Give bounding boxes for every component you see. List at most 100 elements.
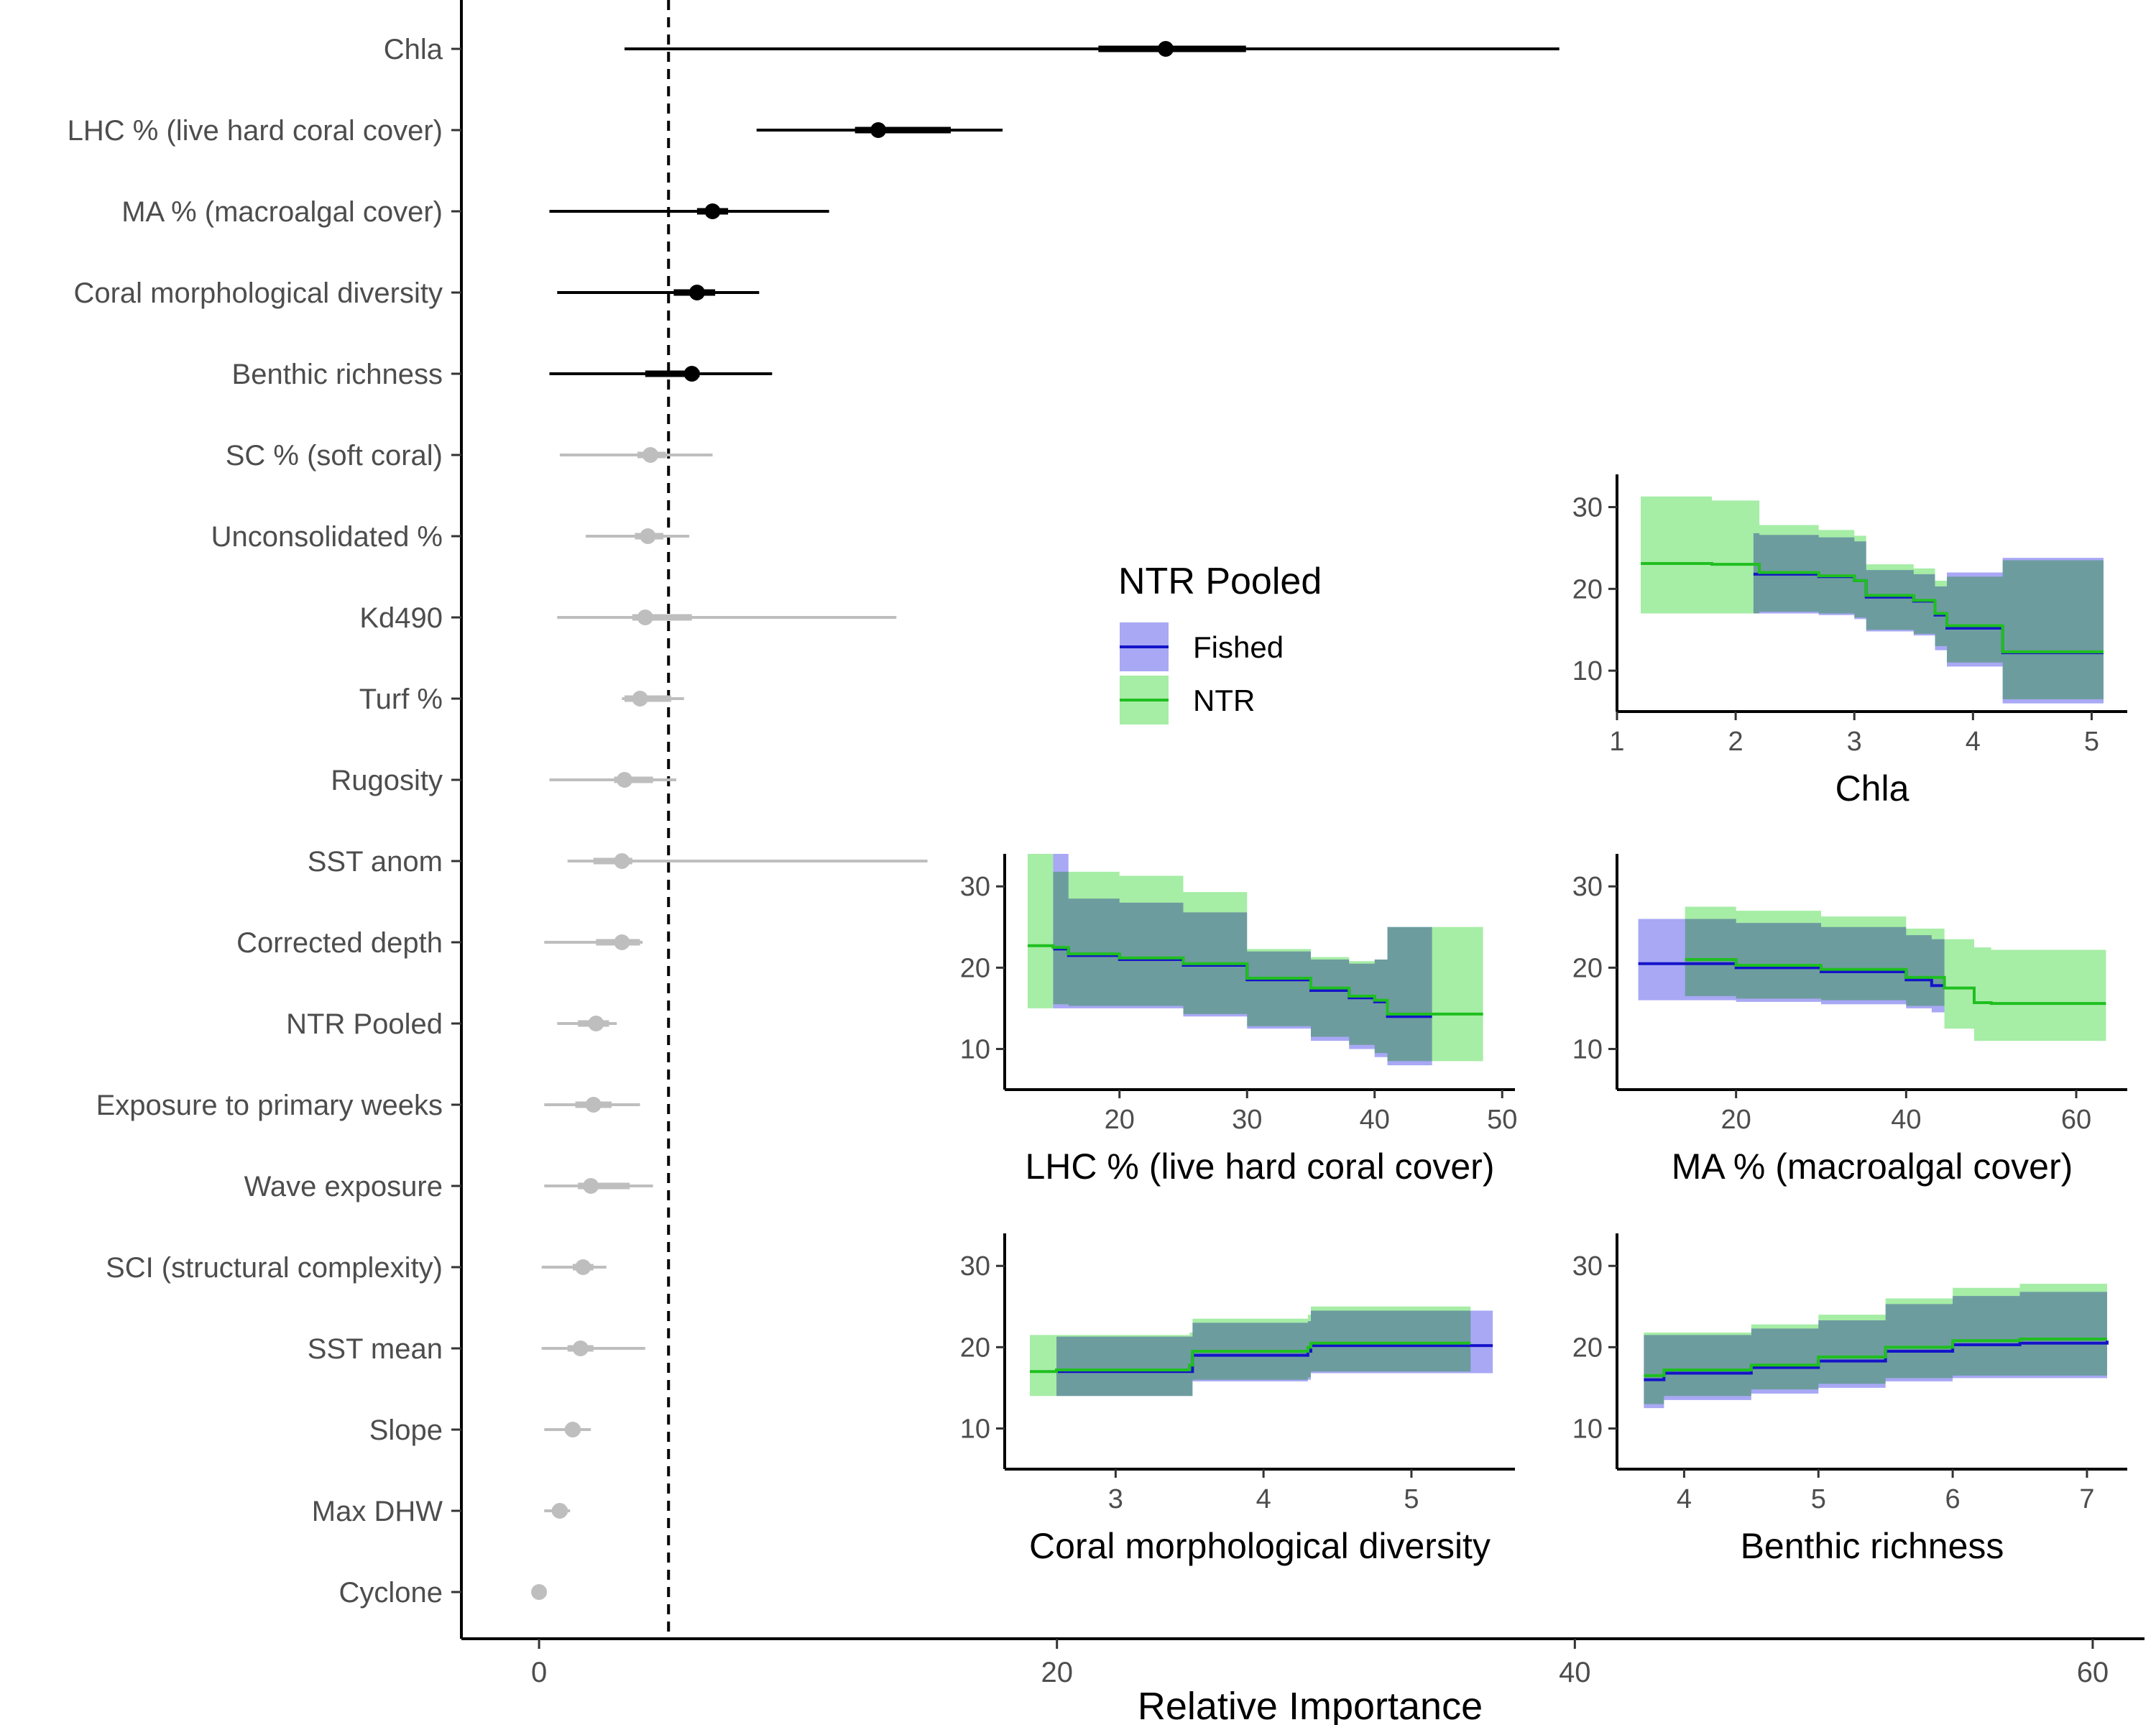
- x-axis-title: Relative Importance: [1138, 1685, 1483, 1725]
- ribbon-ntr: [1685, 906, 2106, 1041]
- median-point: [564, 1422, 581, 1438]
- x-tick-label: 60: [2077, 1657, 2109, 1688]
- median-point: [583, 1178, 599, 1194]
- inset-x-tick-label: 4: [1256, 1484, 1271, 1514]
- y-tick-label: Benthic richness: [232, 359, 443, 390]
- median-point: [572, 1340, 589, 1356]
- row-unconsolidated: Unconsolidated %: [211, 521, 690, 553]
- inset-x-title: LHC % (live hard coral cover): [1026, 1146, 1495, 1187]
- inset-x-title: MA % (macroalgal cover): [1672, 1146, 2073, 1187]
- inset-y-tick-label: 30: [1572, 1251, 1603, 1282]
- inset-x-tick-label: 60: [2061, 1105, 2091, 1135]
- inset-x-tick-label: 20: [1105, 1105, 1135, 1135]
- inset-x-tick-label: 3: [1847, 727, 1862, 757]
- legend-item-ntr: NTR: [1120, 676, 1255, 724]
- inset-x-tick-label: 7: [2079, 1484, 2094, 1514]
- row-lhc-live-hard-coral-cover: LHC % (live hard coral cover): [68, 115, 1003, 147]
- inset-x-tick-label: 4: [1966, 727, 1981, 757]
- inset-x-tick-label: 6: [1945, 1484, 1961, 1514]
- row-max-dhw: Max DHW: [312, 1496, 571, 1527]
- inset-x-tick-label: 50: [1487, 1105, 1517, 1135]
- line-ntr: [1685, 958, 2106, 1006]
- median-point: [688, 285, 705, 300]
- y-tick-label: SST anom: [308, 846, 443, 878]
- inset-x-tick-label: 1: [1609, 727, 1624, 757]
- line-fished: [1053, 947, 1432, 1018]
- line-fished: [1056, 1344, 1493, 1374]
- row-slope: Slope: [369, 1414, 591, 1446]
- row-benthic-richness: Benthic richness: [232, 359, 773, 390]
- inset-y-tick-label: 20: [1572, 574, 1603, 604]
- line-ntr: [1029, 1341, 1471, 1374]
- pdp-chla: 10 20 30 1 2 3 4 5 Chla: [1572, 474, 2127, 809]
- median-point: [531, 1584, 548, 1600]
- inset-y-tick-label: 30: [1572, 493, 1603, 523]
- median-point: [870, 122, 887, 138]
- y-tick-label: SST mean: [308, 1333, 443, 1365]
- inset-y-tick-label: 20: [960, 1333, 990, 1363]
- inset-y-tick-label: 10: [960, 1414, 990, 1444]
- pdp-lhc: 10 20 30 20 30 40 50 LHC % (live hard coral cov…: [960, 854, 1517, 1187]
- inset-y-tick-label: 20: [960, 953, 990, 983]
- y-tick-label: Wave exposure: [244, 1171, 443, 1202]
- line-ntr: [1641, 562, 2104, 653]
- row-ma-macroalgal-cover: MA % (macroalgal cover): [121, 196, 829, 228]
- inset-y-tick-label: 30: [960, 872, 990, 902]
- median-point: [575, 1259, 591, 1275]
- median-point: [632, 691, 648, 707]
- row-cyclone: Cyclone: [338, 1577, 548, 1609]
- inset-y-tick-label: 20: [1572, 1333, 1603, 1363]
- y-tick-label: Coral morphological diversity: [73, 277, 443, 309]
- median-point: [683, 366, 700, 382]
- inset-x-tick-label: 3: [1108, 1484, 1123, 1514]
- x-tick-label: 20: [1041, 1657, 1073, 1688]
- line-fished: [1644, 1340, 2109, 1381]
- y-tick-label: Turf %: [359, 684, 443, 715]
- importance-plot: 0 20 40 60 Relative Importance Chla LHC % (liv…: [68, 0, 2145, 1725]
- partial-dependence-insets: 10 20 30 1 2 3 4 5 Chla 10 20 30 20 30 40 50 LHC % (live…: [960, 474, 2127, 1566]
- inset-y-tick-label: 10: [1572, 1414, 1603, 1444]
- median-point: [551, 1503, 568, 1519]
- legend-title: NTR Pooled: [1118, 561, 1322, 602]
- line-ntr: [1027, 944, 1483, 1016]
- row-chla: Chla: [384, 34, 1560, 65]
- inset-x-tick-label: 40: [1891, 1105, 1921, 1135]
- y-tick-label: Exposure to primary weeks: [96, 1090, 443, 1121]
- inset-y-tick-label: 30: [1572, 872, 1603, 902]
- inset-x-tick-label: 5: [1404, 1484, 1419, 1514]
- inset-y-tick-label: 30: [960, 1251, 990, 1282]
- x-tick-label: 40: [1559, 1657, 1591, 1688]
- legend-label-ntr: NTR: [1193, 684, 1255, 717]
- y-tick-label: Cyclone: [338, 1577, 443, 1609]
- median-point: [637, 610, 653, 625]
- inset-y-tick-label: 10: [1572, 1034, 1603, 1064]
- row-sci-structural-complexity: SCI (structural complexity): [106, 1252, 607, 1284]
- inset-x-title: Benthic richness: [1741, 1526, 2004, 1566]
- median-point: [614, 934, 630, 950]
- y-tick-label: SC % (soft coral): [226, 440, 443, 472]
- row-turf: Turf %: [359, 684, 684, 715]
- row-wave-exposure: Wave exposure: [244, 1171, 653, 1202]
- row-sst-mean: SST mean: [308, 1333, 645, 1365]
- row-coral-morphological-diversity: Coral morphological diversity: [73, 277, 760, 309]
- row-exposure-to-primary-weeks: Exposure to primary weeks: [96, 1090, 640, 1121]
- y-tick-label: SCI (structural complexity): [106, 1252, 443, 1284]
- row-ntr-pooled: NTR Pooled: [286, 1008, 617, 1040]
- y-tick-label: Chla: [384, 34, 443, 65]
- legend-label-fished: Fished: [1193, 630, 1284, 664]
- inset-x-tick-label: 5: [1811, 1484, 1826, 1514]
- inset-x-tick-label: 40: [1360, 1105, 1390, 1135]
- y-tick-label: LHC % (live hard coral cover): [68, 115, 443, 147]
- y-tick-label: Unconsolidated %: [211, 521, 443, 553]
- inset-x-tick-label: 20: [1721, 1105, 1751, 1135]
- inset-y-tick-label: 10: [960, 1034, 990, 1064]
- median-point: [585, 1097, 602, 1113]
- row-kd490: Kd490: [359, 602, 897, 634]
- line-fished: [1638, 962, 1945, 988]
- inset-x-tick-label: 4: [1677, 1484, 1692, 1514]
- y-tick-label: Rugosity: [331, 765, 443, 796]
- median-point: [616, 772, 632, 788]
- median-point: [588, 1016, 604, 1031]
- ribbon-ntr: [1027, 854, 1483, 1062]
